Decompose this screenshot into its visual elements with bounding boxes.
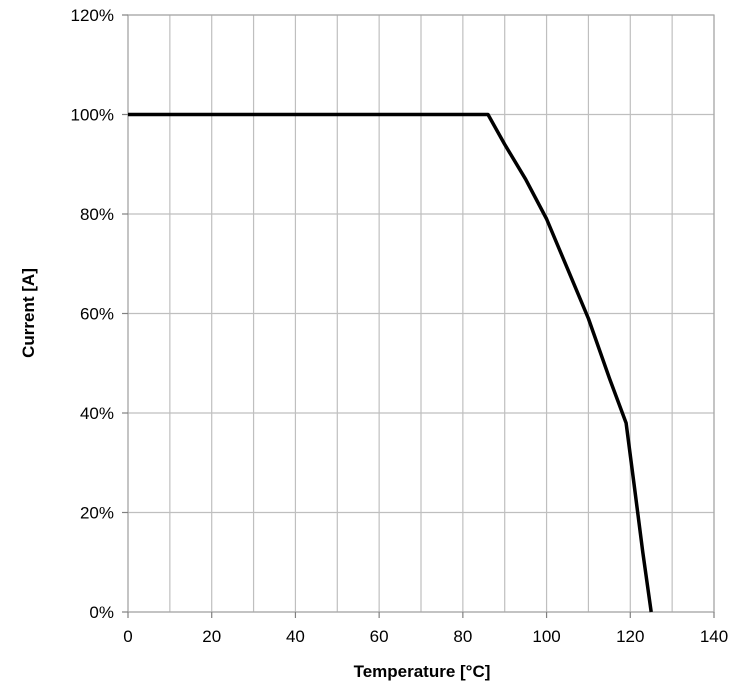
x-tick-label: 80 [453,627,472,646]
x-tick-label: 60 [370,627,389,646]
x-axis-title: Temperature [°C] [354,662,491,681]
x-tick-label: 20 [202,627,221,646]
series-layer [128,112,653,613]
y-tick-label: 100% [71,106,114,125]
x-tick-label: 120 [616,627,644,646]
x-axis-ticks: 0 20 40 60 80 100 120 140 [123,612,728,646]
y-axis-title: Current [A] [19,268,38,358]
x-tick-label: 40 [286,627,305,646]
y-tick-label: 120% [71,6,114,25]
y-tick-label: 80% [80,205,114,224]
y-tick-label: 60% [80,305,114,324]
series-line [128,112,653,613]
y-tick-label: 0% [89,603,114,622]
x-tick-label: 0 [123,627,132,646]
y-tick-label: 40% [80,404,114,423]
y-axis-ticks: 0% 20% 40% 60% 80% 100% 120% [71,6,128,622]
x-tick-label: 140 [700,627,728,646]
y-tick-label: 20% [80,504,114,523]
x-tick-label: 100 [532,627,560,646]
